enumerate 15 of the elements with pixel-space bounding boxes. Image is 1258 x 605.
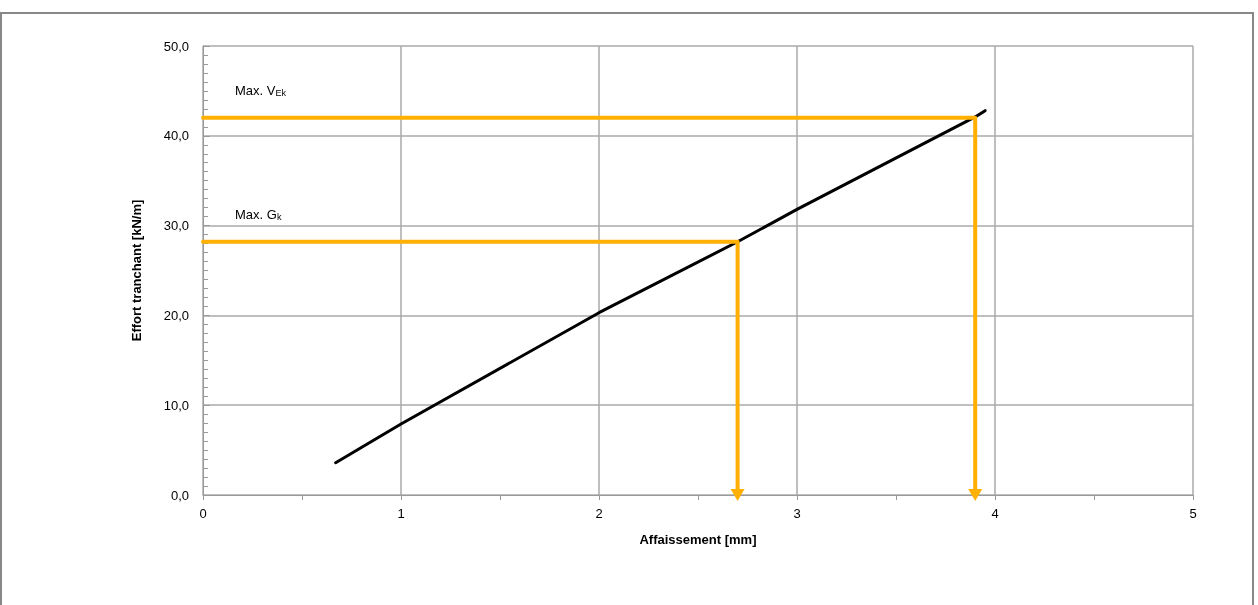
y-tick-label: 20,0 [163, 307, 189, 323]
y-tick-label: 30,0 [163, 218, 189, 234]
y-axis-title: Effort tranchant [kN/m] [129, 199, 144, 342]
x-tick-label: 5 [1189, 506, 1197, 521]
y-tick-label: 10,0 [163, 397, 189, 413]
y-tick-label: 40,0 [163, 128, 189, 144]
line-series [334, 109, 987, 465]
x-tick-label: 4 [991, 506, 999, 521]
x-tick-label: 1 [397, 506, 405, 521]
x-tick-label: 2 [595, 506, 603, 521]
x-tick-label: 0 [199, 506, 207, 521]
y-tick-label: 50,0 [163, 38, 189, 54]
y-tick-label: 0,0 [170, 487, 189, 503]
x-tick-label: 3 [793, 506, 801, 521]
x-axis-title: Affaissement [mm] [639, 532, 757, 547]
